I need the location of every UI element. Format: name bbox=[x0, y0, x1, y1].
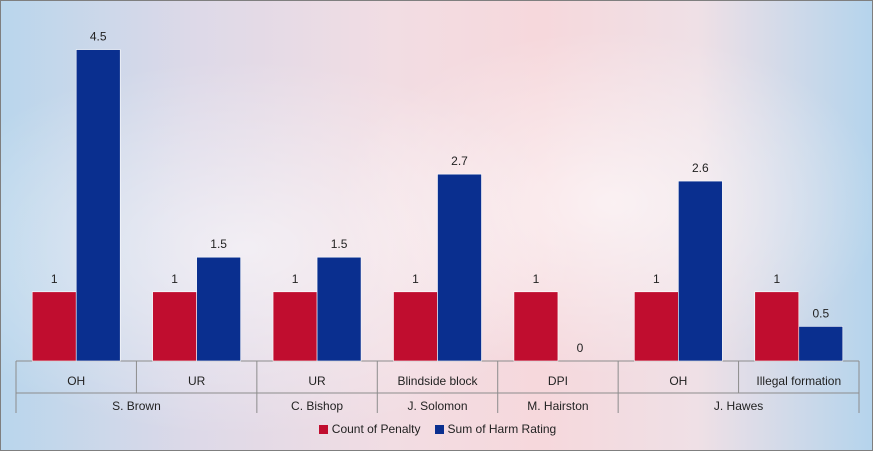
bar-count-6 bbox=[754, 291, 800, 362]
data-label-harm-2: 1.5 bbox=[331, 237, 348, 251]
bar-count-1 bbox=[152, 291, 197, 362]
data-label-harm-6: 0.5 bbox=[812, 306, 829, 320]
group-label-3: M. Hairston bbox=[527, 399, 588, 413]
data-label-count-0: 1 bbox=[51, 272, 58, 286]
bar-harm-5 bbox=[678, 180, 723, 362]
data-label-count-6: 1 bbox=[773, 272, 780, 286]
group-label-1: C. Bishop bbox=[291, 399, 343, 413]
data-label-harm-4: 0 bbox=[577, 341, 584, 355]
data-label-harm-5: 2.6 bbox=[692, 161, 709, 175]
legend-label-harm: Sum of Harm Rating bbox=[447, 422, 557, 436]
data-label-count-3: 1 bbox=[412, 272, 419, 286]
legend-item-sum-of-harm-rating: Sum of Harm Rating bbox=[434, 422, 557, 436]
bar-count-2 bbox=[272, 291, 318, 362]
bar-harm-0 bbox=[75, 49, 121, 362]
data-label-harm-3: 2.7 bbox=[451, 154, 468, 168]
bar-harm-1 bbox=[196, 256, 241, 362]
bar-harm-2 bbox=[316, 256, 362, 362]
x-tick-label-4: DPI bbox=[548, 374, 568, 388]
x-tick-label-6: Illegal formation bbox=[756, 374, 841, 388]
x-tick-label-2: UR bbox=[308, 374, 326, 388]
data-label-count-5: 1 bbox=[653, 272, 660, 286]
bar-harm-3 bbox=[437, 173, 482, 362]
x-tick-label-1: UR bbox=[188, 374, 206, 388]
x-tick-label-3: Blindside block bbox=[397, 374, 478, 388]
group-label-2: J. Solomon bbox=[407, 399, 467, 413]
bar-count-4 bbox=[513, 291, 559, 362]
data-label-harm-1: 1.5 bbox=[210, 237, 227, 251]
group-label-4: J. Hawes bbox=[714, 399, 763, 413]
legend: Count of Penalty Sum of Harm Rating bbox=[1, 422, 873, 436]
data-label-count-4: 1 bbox=[533, 272, 540, 286]
legend-item-count-of-penalty: Count of Penalty bbox=[318, 422, 421, 436]
x-tick-label-0: OH bbox=[67, 374, 85, 388]
bar-count-5 bbox=[634, 291, 679, 362]
legend-label-count: Count of Penalty bbox=[331, 422, 421, 436]
bar-harm-6 bbox=[798, 326, 844, 362]
group-label-0: S. Brown bbox=[112, 399, 161, 413]
legend-swatch-count bbox=[318, 424, 328, 434]
bar-count-3 bbox=[393, 291, 438, 362]
data-label-count-1: 1 bbox=[171, 272, 178, 286]
bar-count-0 bbox=[31, 291, 77, 362]
legend-swatch-harm bbox=[434, 424, 444, 434]
data-label-harm-0: 4.5 bbox=[90, 30, 107, 44]
x-tick-label-5: OH bbox=[669, 374, 687, 388]
data-label-count-2: 1 bbox=[292, 272, 299, 286]
